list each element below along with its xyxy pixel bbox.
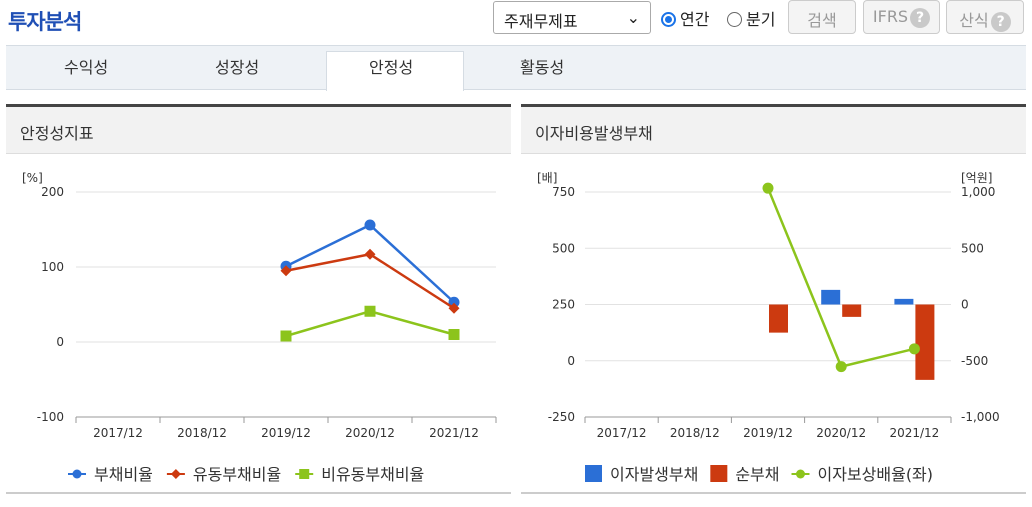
calc-button-label: 산식: [959, 11, 989, 30]
y-axis-unit: [%]: [22, 171, 43, 185]
x-tick-label: 2021/12: [889, 426, 939, 440]
panel-title: 이자비용발생부채: [535, 124, 653, 143]
y-tick-label-left: 0: [567, 354, 575, 368]
chevron-down-icon: ⌄: [626, 8, 640, 27]
x-tick-label: 2019/12: [743, 426, 793, 440]
panel-header: 이자비용발생부채: [521, 104, 1026, 154]
data-point: [364, 305, 376, 317]
x-tick-label: 2020/12: [816, 426, 866, 440]
radio-unchecked-icon: [727, 12, 742, 27]
data-point: [280, 265, 292, 277]
x-tick-label: 2018/12: [670, 426, 720, 440]
legend-marker: [796, 469, 805, 479]
data-point: [280, 330, 292, 342]
y-tick-label-right: 1,000: [961, 185, 995, 199]
radio-quarter-label: 분기: [746, 10, 776, 29]
legend-marker: [170, 469, 181, 479]
x-tick-label: 2021/12: [429, 426, 479, 440]
statement-select[interactable]: 주재무제표 ⌄: [493, 1, 651, 34]
bar: [821, 289, 841, 305]
panel-bottom-border: [6, 492, 511, 494]
series-line: [285, 252, 455, 310]
help-icon: ?: [990, 12, 1011, 32]
legend-label: 이자보상배율(좌): [818, 465, 934, 484]
tab-active-indicator: [326, 51, 464, 91]
y-axis-unit-right: [억원]: [961, 171, 992, 185]
x-tick-label: 2017/12: [597, 426, 647, 440]
legend-label: 부채비율: [94, 465, 153, 484]
legend-label: 비유동부채비율: [321, 465, 424, 484]
y-axis-unit-left: [배]: [537, 171, 557, 185]
ifrs-button-label: IFRS: [872, 7, 909, 26]
radio-annual-label: 연간: [680, 10, 710, 29]
panel-bottom-border: [521, 492, 1026, 494]
tab-activity[interactable]: 활동성: [520, 58, 565, 77]
search-button[interactable]: 검색: [788, 0, 856, 34]
data-point: [448, 329, 460, 340]
y-tick-label-left: 500: [552, 241, 575, 255]
y-tick-label-left: 750: [552, 185, 575, 199]
search-button-label: 검색: [807, 11, 837, 30]
y-tick-label: 0: [56, 335, 64, 349]
y-tick-label: -100: [37, 410, 64, 424]
statement-select-value: 주재무제표: [504, 12, 578, 31]
stability-chart: [%]200 100 0 -100 2017/12 2018/12 2019/12 2020/…: [22, 171, 497, 484]
data-point: [364, 248, 376, 260]
data-point: [762, 182, 774, 194]
radio-checked-icon: [661, 12, 676, 27]
radio-quarter[interactable]: 분기: [727, 6, 775, 30]
legend-label: 유동부채비율: [193, 465, 281, 484]
y-tick-label: 200: [41, 185, 64, 199]
tab-stability[interactable]: 안정성: [369, 58, 414, 77]
tab-profitability[interactable]: 수익성: [64, 58, 109, 77]
series-line: [766, 187, 915, 369]
calc-button[interactable]: 산식?: [946, 0, 1024, 34]
y-tick-label-left: 250: [552, 298, 575, 312]
tab-bar: 수익성 성장성 안정성 활동성: [6, 45, 1026, 91]
y-tick-label-left: -250: [548, 410, 575, 424]
radio-annual[interactable]: 연간: [661, 6, 709, 30]
data-point: [364, 219, 376, 231]
y-tick-label-right: 0: [961, 298, 969, 312]
y-tick-label-right: -1,000: [961, 410, 1000, 424]
y-tick-label-right: 500: [961, 241, 984, 255]
legend-marker: [72, 469, 82, 479]
x-tick-label: 2017/12: [93, 426, 143, 440]
legend-swatch: [585, 465, 602, 482]
interest-debt-chart: [배] [억원] 750 500 250 0 -250 1,000 500 0 -500 -1,000…: [537, 171, 1000, 484]
bar: [894, 298, 914, 305]
bar: [769, 304, 788, 333]
y-tick-label-right: -500: [961, 354, 988, 368]
y-tick-label: 100: [41, 260, 64, 274]
help-icon: ?: [910, 8, 931, 28]
legend-label: 순부채: [735, 465, 779, 484]
bar: [842, 304, 862, 317]
ifrs-button[interactable]: IFRS?: [863, 0, 940, 34]
top-bar: 투자분석 주재무제표 ⌄ 연간 분기 검색 IFRS? 산식?: [0, 0, 1032, 40]
data-point: [448, 302, 460, 314]
legend-label: 이자발생부채: [610, 465, 698, 484]
page-title: 투자분석: [8, 10, 82, 34]
tab-growth[interactable]: 성장성: [215, 58, 260, 77]
x-tick-label: 2020/12: [345, 426, 395, 440]
x-tick-label: 2018/12: [177, 426, 227, 440]
data-point: [835, 361, 847, 373]
data-point: [908, 343, 920, 355]
legend-marker: [299, 469, 310, 479]
stability-panel: 안정성지표 [%] 200 100 0 -100 2017/12 2018/12 2019/1…: [6, 104, 511, 494]
x-tick-label: 2019/12: [261, 426, 311, 440]
panel-title: 안정성지표: [20, 124, 94, 143]
bar: [915, 304, 935, 380]
legend-swatch: [710, 465, 728, 482]
panel-header: 안정성지표: [6, 104, 511, 154]
interest-debt-panel: 이자비용발생부채 [배] [억원] 750 500 250 0 -250 1,000 500 0 -…: [521, 104, 1026, 494]
